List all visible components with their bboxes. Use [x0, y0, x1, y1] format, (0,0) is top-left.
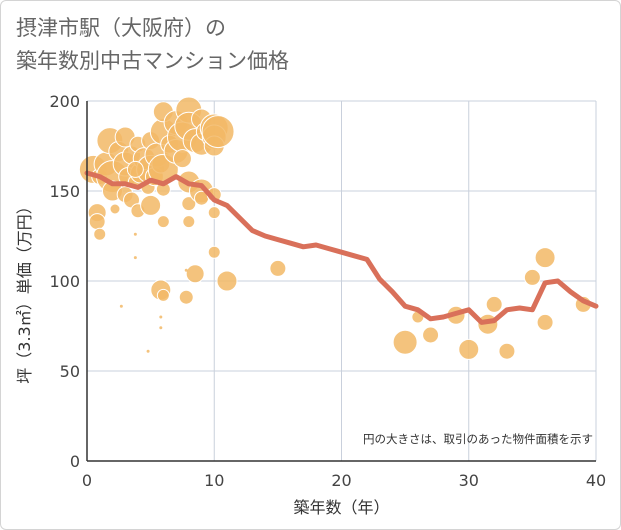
bubble-point — [156, 288, 170, 302]
bubble-point — [184, 268, 188, 272]
bubble-point — [159, 315, 163, 319]
y-tick-label: 150 — [49, 182, 80, 201]
bubble-point — [207, 206, 221, 220]
chart-title-line-1: 摂津市駅（大阪府）の — [16, 16, 226, 40]
x-tick-label: 10 — [204, 471, 224, 490]
tick-labels: 0 10 20 30 40 0 50 100 150 200 — [49, 92, 606, 490]
bubble-point — [172, 149, 192, 169]
bubble-point — [523, 268, 541, 286]
bubble-point — [181, 196, 197, 212]
bubble-size-note: 円の大きさは、取引のあった物件面積を示す — [363, 432, 593, 446]
bubble-point — [534, 247, 556, 269]
bubble-point — [140, 194, 162, 216]
bubble-point — [207, 245, 221, 259]
bubble-point — [88, 213, 106, 231]
bubble-point — [201, 115, 235, 149]
bubble-point — [119, 304, 123, 308]
bubble-point — [133, 256, 137, 260]
x-tick-label: 20 — [331, 471, 351, 490]
x-tick-label: 40 — [586, 471, 606, 490]
bubble-point — [392, 329, 418, 355]
bubble-point — [126, 160, 144, 178]
bubble-point — [109, 203, 121, 215]
x-tick-label: 30 — [459, 471, 479, 490]
y-tick-label: 50 — [60, 362, 80, 381]
bubble-point — [485, 295, 503, 313]
bubble-point — [185, 264, 205, 284]
bubble-point — [93, 227, 107, 241]
chart-title-line-2: 築年数別中古マンション価格 — [16, 49, 289, 73]
y-tick-label: 200 — [49, 92, 80, 111]
bubble-point — [178, 289, 194, 305]
bubble-point — [458, 338, 480, 360]
bubble-point — [536, 313, 554, 331]
average-line-series — [84, 170, 599, 325]
y-tick-label: 0 — [70, 452, 80, 471]
bubble-point — [146, 349, 150, 353]
bubble-point — [269, 259, 287, 277]
bubble-point — [156, 215, 170, 229]
x-axis-label: 築年数（年） — [293, 498, 389, 517]
chart-title: 摂津市駅（大阪府）の 築年数別中古マンション価格 — [16, 12, 289, 78]
bubble-point — [422, 326, 440, 344]
bubble-series — [78, 96, 592, 360]
bubble-point — [498, 342, 516, 360]
average-price-line — [84, 170, 599, 325]
bubble-point — [216, 270, 238, 292]
bubble-point — [133, 232, 137, 236]
bubble-point — [159, 326, 163, 330]
axes — [86, 101, 596, 462]
y-axis-label: 坪（3.3㎡）単価（万円） — [15, 198, 34, 383]
x-tick-label: 0 — [82, 471, 92, 490]
bubble-point — [182, 215, 196, 229]
y-tick-label: 100 — [49, 272, 80, 291]
